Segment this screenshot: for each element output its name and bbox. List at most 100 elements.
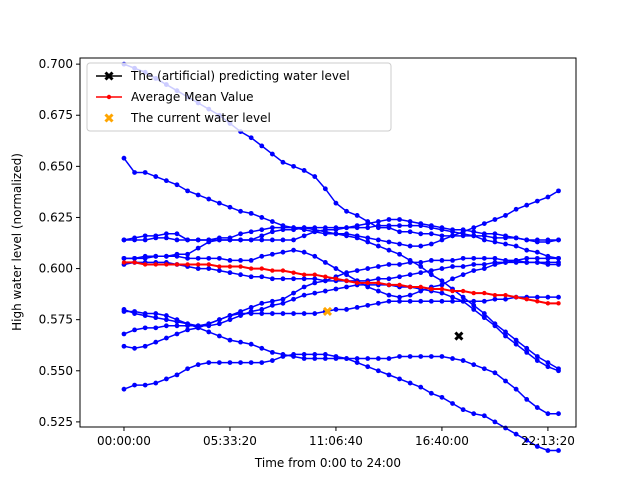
sample-point bbox=[503, 378, 508, 384]
sample-point bbox=[450, 264, 455, 269]
sample-point bbox=[492, 370, 498, 376]
sample-point bbox=[418, 298, 424, 304]
sample-point bbox=[301, 233, 307, 239]
sample-point bbox=[121, 309, 127, 314]
sample-point bbox=[269, 298, 275, 304]
y-tick-label: 0.550 bbox=[39, 364, 73, 378]
sample-point bbox=[322, 352, 328, 357]
mean-point bbox=[386, 282, 392, 288]
sample-point bbox=[460, 358, 466, 363]
mean-point bbox=[195, 262, 201, 267]
sample-point bbox=[471, 268, 477, 274]
sample-point bbox=[524, 247, 530, 253]
sample-point bbox=[344, 356, 349, 361]
sample-point bbox=[471, 362, 477, 368]
sample-point bbox=[280, 159, 286, 165]
sample-point bbox=[142, 343, 148, 349]
sample-point bbox=[503, 329, 508, 335]
sample-point bbox=[322, 260, 328, 265]
sample-point bbox=[428, 257, 434, 263]
sample-point bbox=[545, 255, 551, 261]
sample-point bbox=[344, 307, 349, 312]
mean-point bbox=[312, 272, 317, 277]
y-tick-label: 0.525 bbox=[39, 415, 73, 429]
sample-point bbox=[428, 225, 434, 231]
sample-point bbox=[397, 217, 402, 222]
sample-point bbox=[121, 343, 127, 349]
sample-point bbox=[450, 233, 455, 239]
sample-point bbox=[269, 251, 275, 257]
sample-point bbox=[513, 235, 519, 241]
sample-point bbox=[545, 262, 551, 267]
plot-frame bbox=[79, 57, 577, 428]
mean-point bbox=[164, 262, 169, 267]
sample-point bbox=[375, 276, 381, 282]
sample-point bbox=[439, 278, 445, 284]
legend-label-mean: Average Mean Value bbox=[131, 90, 254, 104]
sample-point bbox=[195, 255, 201, 261]
sample-point bbox=[322, 356, 328, 361]
sample-point bbox=[524, 237, 530, 243]
sample-point bbox=[397, 294, 402, 300]
sample-point bbox=[397, 298, 402, 304]
mean-point bbox=[439, 286, 445, 292]
sample-point bbox=[524, 349, 530, 355]
sample-point bbox=[291, 276, 296, 282]
sample-point bbox=[418, 270, 424, 276]
sample-point bbox=[439, 266, 445, 271]
sample-point bbox=[439, 257, 445, 263]
sample-point bbox=[344, 284, 349, 290]
sample-point bbox=[524, 397, 530, 402]
sample-point bbox=[460, 255, 466, 261]
sample-point bbox=[333, 231, 339, 237]
mean-point bbox=[365, 280, 370, 286]
sample-point bbox=[333, 307, 339, 312]
sample-point bbox=[227, 237, 233, 243]
sample-point bbox=[407, 223, 413, 229]
mean-point bbox=[524, 297, 529, 302]
sample-point bbox=[227, 360, 233, 366]
sample-point bbox=[333, 354, 339, 359]
sample-point bbox=[439, 394, 445, 400]
sample-point bbox=[450, 298, 455, 304]
x-tick-label: 00:00:00 bbox=[97, 434, 151, 448]
sample-point bbox=[312, 229, 318, 235]
sample-point bbox=[428, 241, 434, 247]
sample-point bbox=[397, 223, 402, 229]
sample-point bbox=[386, 356, 392, 361]
sample-point bbox=[439, 354, 445, 359]
sample-point bbox=[153, 233, 159, 239]
sample-point bbox=[280, 296, 286, 302]
sample-point bbox=[132, 345, 137, 351]
sample-point bbox=[503, 241, 508, 247]
sample-point bbox=[269, 229, 275, 235]
sample-point bbox=[513, 386, 519, 392]
sample-point bbox=[503, 257, 508, 263]
sample-point bbox=[481, 255, 487, 261]
x-tick-label: 16:40:00 bbox=[415, 434, 469, 448]
sample-point bbox=[365, 364, 371, 370]
sample-point bbox=[216, 200, 222, 206]
sample-point bbox=[481, 221, 487, 226]
sample-point bbox=[238, 257, 243, 263]
sample-point bbox=[333, 200, 339, 206]
x-tick-label: 22:13:20 bbox=[521, 434, 575, 448]
sample-point bbox=[344, 208, 349, 214]
sample-point bbox=[174, 331, 180, 337]
legend-label-prediction: The (artificial) predicting water level bbox=[130, 69, 350, 83]
sample-point bbox=[269, 219, 275, 224]
sample-point bbox=[534, 260, 540, 265]
sample-point bbox=[365, 266, 371, 271]
sample-point bbox=[428, 354, 434, 359]
sample-point bbox=[142, 233, 148, 239]
sample-point bbox=[428, 231, 434, 237]
sample-point bbox=[534, 444, 540, 449]
legend: The (artificial) predicting water level … bbox=[86, 62, 392, 132]
sample-point bbox=[439, 233, 445, 239]
sample-point bbox=[365, 302, 371, 308]
sample-point bbox=[407, 260, 413, 265]
sample-point bbox=[545, 194, 551, 200]
sample-point bbox=[301, 292, 307, 298]
sample-point bbox=[132, 170, 137, 175]
